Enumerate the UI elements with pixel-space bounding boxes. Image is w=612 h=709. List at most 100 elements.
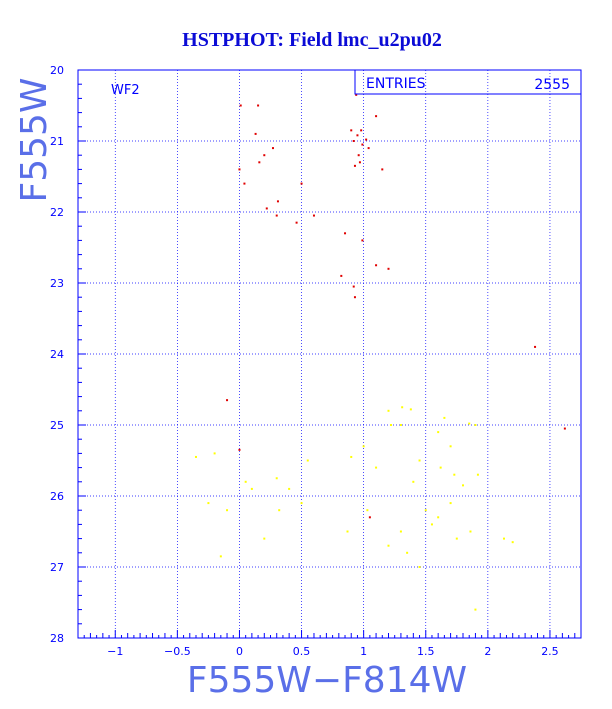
data-point xyxy=(239,104,242,107)
data-point xyxy=(276,200,279,203)
data-point xyxy=(469,530,472,533)
data-point xyxy=(356,134,359,137)
data-point xyxy=(194,455,197,458)
data-point xyxy=(534,345,537,348)
data-point xyxy=(437,516,440,519)
y-axis-ticks: 20 21 22 23 24 25 26 27 28 xyxy=(50,64,86,645)
x-tick-label: 2 xyxy=(484,645,491,658)
data-point xyxy=(257,104,260,107)
data-points xyxy=(194,93,566,611)
data-point xyxy=(366,509,369,512)
data-point xyxy=(213,452,216,455)
data-point xyxy=(409,408,412,411)
data-point xyxy=(443,416,446,419)
data-point xyxy=(362,445,365,448)
data-point xyxy=(357,154,360,157)
data-point xyxy=(474,424,477,426)
data-point xyxy=(399,424,402,426)
panel-label: WF2 xyxy=(111,83,140,98)
data-point xyxy=(449,502,452,505)
stats-label: ENTRIES xyxy=(366,76,426,92)
data-point xyxy=(387,267,390,270)
data-point xyxy=(275,477,278,480)
data-point xyxy=(295,221,298,224)
data-point xyxy=(265,207,268,210)
data-point xyxy=(511,541,514,544)
data-point xyxy=(306,459,309,462)
data-point xyxy=(258,161,261,164)
y-axis-label: F555W xyxy=(14,77,55,202)
data-point xyxy=(271,147,274,150)
data-point xyxy=(254,132,257,135)
data-point xyxy=(424,509,427,512)
data-point xyxy=(243,182,246,185)
data-point xyxy=(278,509,281,512)
data-point xyxy=(350,455,353,458)
data-point xyxy=(462,484,465,487)
data-point xyxy=(238,448,241,451)
data-point xyxy=(352,140,355,142)
y-tick-label: 20 xyxy=(50,64,64,77)
data-point xyxy=(455,537,458,540)
data-point xyxy=(399,530,402,533)
data-point xyxy=(250,487,253,490)
data-point xyxy=(300,502,303,505)
y-tick-label: 26 xyxy=(50,490,64,503)
data-point xyxy=(360,129,363,132)
y-tick-label: 28 xyxy=(50,632,64,645)
data-point xyxy=(406,551,409,554)
data-point xyxy=(368,516,371,519)
data-point xyxy=(350,129,353,132)
data-point xyxy=(226,509,229,512)
data-point xyxy=(352,285,355,288)
data-point xyxy=(244,480,247,483)
data-point xyxy=(226,399,229,402)
data-point xyxy=(365,138,368,141)
y-tick-label: 27 xyxy=(50,561,64,574)
data-point xyxy=(353,164,356,167)
data-point xyxy=(219,555,222,558)
data-point xyxy=(367,147,370,150)
x-tick-label: −0.5 xyxy=(164,645,191,658)
y-tick-label: 22 xyxy=(50,206,64,219)
data-point xyxy=(375,264,378,267)
y-tick-label: 25 xyxy=(50,419,64,432)
data-point xyxy=(476,473,479,476)
data-point xyxy=(361,239,364,242)
x-tick-label: 0.5 xyxy=(293,645,311,658)
data-point xyxy=(418,459,421,462)
stats-value: 2555 xyxy=(534,77,570,93)
chart-title: HSTPHOT: Field lmc_u2pu02 xyxy=(182,29,442,51)
data-point xyxy=(387,409,390,412)
x-tick-label: 0 xyxy=(236,645,243,658)
data-point xyxy=(207,502,210,505)
data-point xyxy=(401,406,404,409)
grid xyxy=(78,69,581,639)
data-point xyxy=(288,487,291,490)
data-point xyxy=(375,115,378,118)
data-point xyxy=(418,566,421,568)
y-tick-label: 24 xyxy=(50,348,64,361)
data-point xyxy=(430,523,433,526)
data-point xyxy=(449,445,452,448)
data-point xyxy=(439,466,442,469)
data-point xyxy=(346,530,349,533)
data-point xyxy=(474,608,477,611)
y-tick-label: 23 xyxy=(50,277,64,290)
data-point xyxy=(361,143,364,146)
data-point xyxy=(453,473,456,476)
data-point xyxy=(340,274,343,277)
data-point xyxy=(263,154,266,157)
data-point xyxy=(353,296,356,299)
data-point xyxy=(502,537,505,540)
data-point xyxy=(355,93,358,96)
data-point xyxy=(263,537,266,540)
data-point xyxy=(563,427,566,430)
x-axis-ticks: −1 −0.5 0 0.5 1 1.5 2 2.5 xyxy=(83,630,582,658)
data-point xyxy=(344,232,347,235)
data-point xyxy=(358,161,361,164)
y-tick-label: 21 xyxy=(50,135,64,148)
x-tick-label: 2.5 xyxy=(541,645,559,658)
data-point xyxy=(238,168,241,171)
data-point xyxy=(412,480,415,483)
